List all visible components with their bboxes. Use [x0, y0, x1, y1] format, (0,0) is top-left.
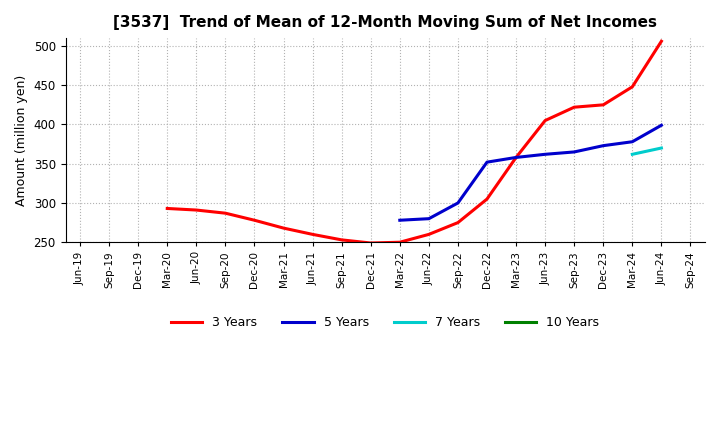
Title: [3537]  Trend of Mean of 12-Month Moving Sum of Net Incomes: [3537] Trend of Mean of 12-Month Moving …: [113, 15, 657, 30]
Legend: 3 Years, 5 Years, 7 Years, 10 Years: 3 Years, 5 Years, 7 Years, 10 Years: [166, 311, 604, 334]
Y-axis label: Amount (million yen): Amount (million yen): [15, 74, 28, 206]
